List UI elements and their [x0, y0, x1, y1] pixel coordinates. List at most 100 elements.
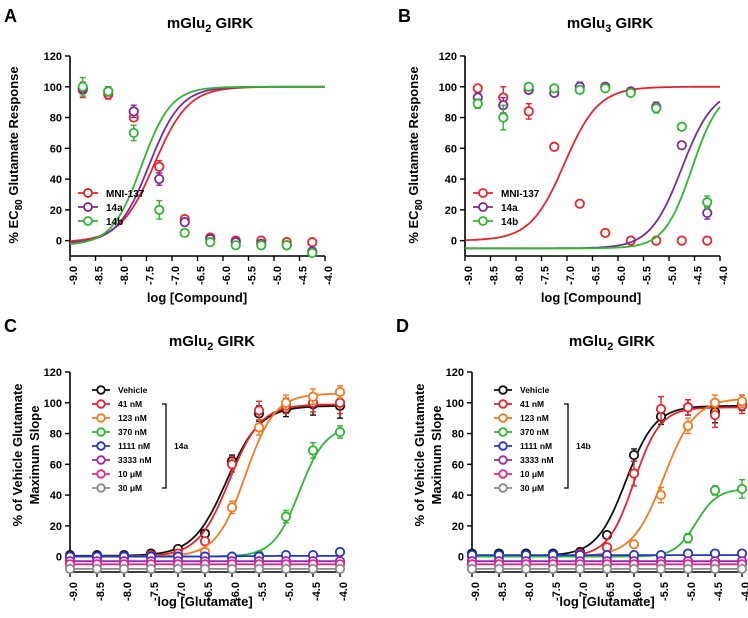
x-tick-label: -9.0: [463, 266, 475, 285]
data-point: [230, 240, 241, 251]
x-tick-label: -7.0: [578, 582, 590, 601]
x-tick-label: -8.0: [122, 582, 134, 601]
data-point: [628, 539, 640, 550]
y-axis-label-main: % EC: [406, 210, 421, 244]
data-point: [334, 546, 346, 558]
data-point: [682, 533, 694, 544]
legend-marker: [498, 399, 508, 409]
data-point: [226, 502, 238, 513]
y-tick-label: 20: [50, 205, 62, 217]
chart-title: mGlu2 GIRK: [169, 333, 255, 353]
data-point: [702, 235, 713, 246]
legend-marker: [478, 216, 488, 226]
x-tick-label: -4.0: [323, 266, 335, 285]
panel-letter: D: [396, 316, 409, 336]
data-point: [682, 402, 694, 413]
data-point: [253, 422, 265, 433]
legend-bracket: [564, 403, 569, 489]
chart-title-main: mGlu: [567, 15, 605, 32]
legend-label: 370 nM: [118, 427, 147, 437]
data-point: [549, 141, 560, 152]
data-point: [600, 227, 611, 239]
legend-marker: [96, 483, 106, 493]
chart-title-main: mGlu: [167, 15, 205, 32]
data-point: [601, 563, 613, 575]
x-tick-label: -7.5: [149, 582, 161, 601]
data-point: [103, 86, 114, 97]
data-point: [307, 247, 318, 259]
legend-label: 41 nM: [118, 399, 142, 409]
y-tick-label: 60: [50, 459, 62, 471]
data-point: [154, 161, 165, 172]
data-point: [145, 563, 157, 575]
chart-title: mGlu2 GIRK: [167, 15, 253, 35]
y-axis-label-suffix: Glutamate Response: [406, 66, 421, 199]
data-point: [676, 235, 687, 246]
data-point: [199, 563, 211, 575]
y-tick-label: 120: [44, 51, 62, 63]
legend-label: 30 μM: [118, 483, 142, 493]
data-point: [226, 459, 238, 470]
legend-group-label: 14b: [576, 441, 591, 451]
data-point: [226, 563, 238, 575]
chart-title-subscript: 2: [607, 341, 613, 353]
fit-curve: [69, 85, 325, 245]
data-point: [702, 197, 713, 208]
y-axis-label-subscript: 80: [14, 199, 25, 211]
legend-label: 1111 nM: [520, 441, 552, 451]
x-tick-label: -4.5: [692, 266, 704, 285]
chart-title-suffix: GIRK: [611, 15, 653, 32]
legend-marker: [498, 427, 508, 437]
y-tick-label: 80: [452, 429, 464, 441]
data-point: [493, 563, 505, 575]
y-tick-label: 0: [56, 552, 62, 564]
data-point: [676, 121, 687, 132]
x-tick-label: -5.0: [284, 582, 296, 601]
legend-marker: [96, 427, 106, 437]
x-tick-label: -6.5: [605, 582, 617, 601]
x-tick-label: -6.5: [590, 266, 602, 285]
x-tick-label: -7.0: [170, 266, 182, 285]
data-point: [709, 397, 721, 408]
legend-label: 41 nM: [520, 399, 544, 409]
chart-title-main: mGlu: [169, 333, 207, 350]
data-point: [179, 217, 190, 228]
legend-label: 1111 nM: [118, 441, 150, 451]
data-point: [256, 240, 267, 251]
y-tick-label: 0: [458, 552, 464, 564]
x-tick-label: -6.0: [221, 266, 233, 285]
x-tick-label: -6.5: [203, 582, 215, 601]
legend-label: 14b: [501, 217, 518, 228]
x-tick-label: -4.5: [713, 582, 725, 601]
chart-title-subscript: 2: [205, 23, 211, 35]
chart-title: mGlu3 GIRK: [567, 15, 653, 35]
y-axis-label-line2: Maximum Slope: [27, 406, 42, 505]
data-point: [280, 563, 292, 575]
y-tick-label: 120: [446, 367, 464, 379]
x-tick-label: -4.0: [338, 582, 350, 601]
x-tick-label: -5.5: [641, 266, 653, 285]
legend-marker: [83, 188, 93, 198]
y-axis-label: % EC80 Glutamate Response: [406, 66, 425, 243]
legend-label: 123 nM: [118, 413, 147, 423]
data-point: [628, 563, 640, 575]
series-30-μm: [466, 563, 748, 575]
data-point: [655, 403, 667, 415]
data-point: [498, 112, 509, 123]
data-point: [549, 83, 560, 94]
x-tick-label: -8.5: [93, 266, 105, 285]
series-mni-137: [464, 83, 720, 246]
data-point: [179, 227, 190, 239]
x-tick-label: -5.0: [272, 266, 284, 285]
y-tick-label: 60: [452, 459, 464, 471]
fit-curve: [465, 106, 721, 250]
data-point: [709, 409, 721, 421]
data-point: [736, 396, 748, 407]
data-point: [154, 204, 165, 215]
data-point: [702, 207, 713, 219]
data-point: [253, 563, 265, 575]
